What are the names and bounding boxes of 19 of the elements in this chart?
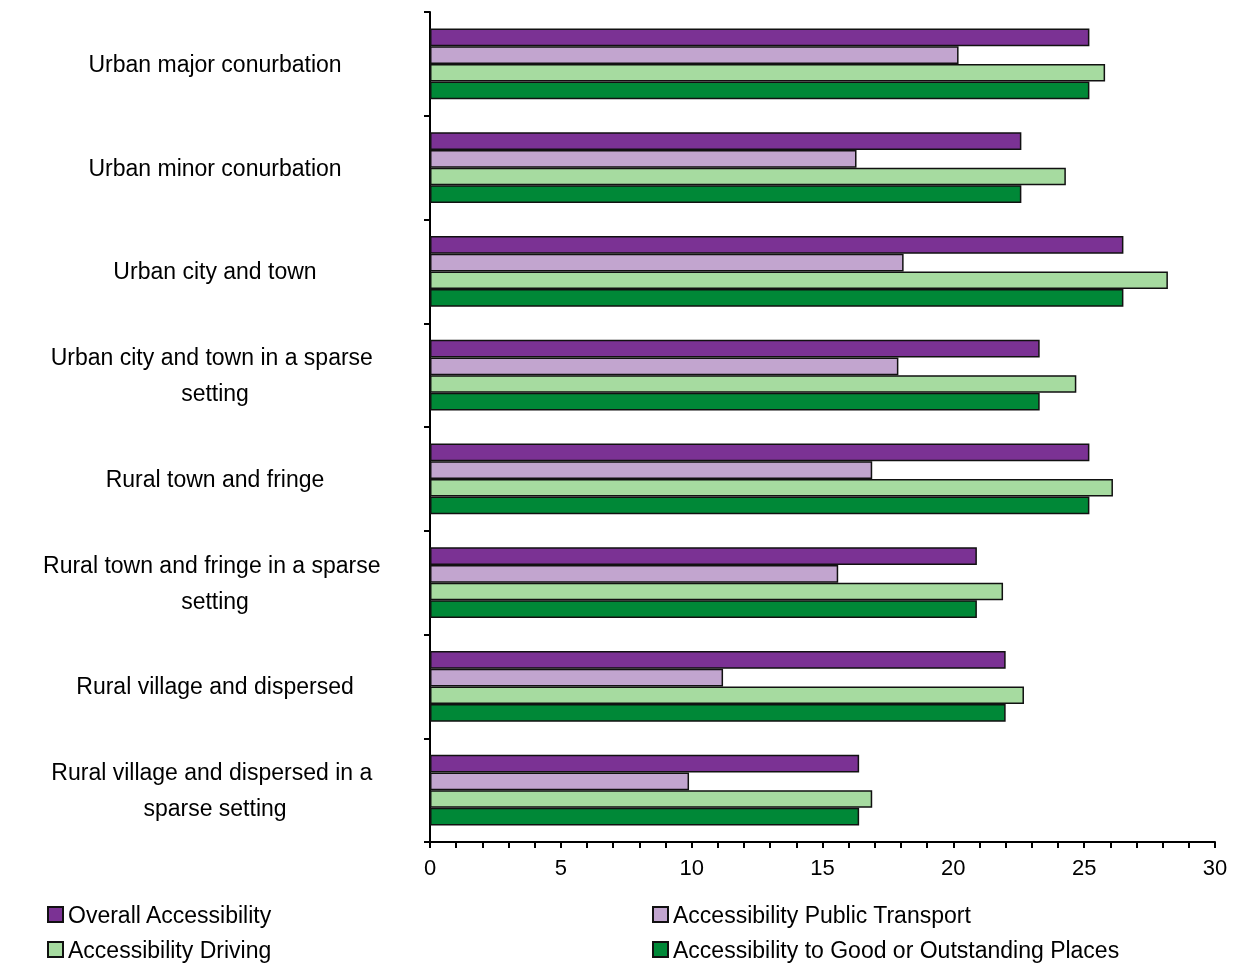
y-tick-label: Rural village and dispersed in a sparse setting: [51, 759, 379, 822]
y-tick-label: Urban minor conurbation: [88, 154, 342, 181]
x-tick-label: 5: [554, 854, 567, 880]
legend-label: Accessibility Driving: [68, 936, 272, 963]
x-tick-label: 25: [1071, 854, 1097, 880]
legend-label: Overall Accessibility: [68, 901, 272, 928]
x-tick-label: 15: [810, 854, 835, 880]
x-tick-label: 30: [1202, 854, 1228, 880]
legend-label: Accessibility to Good or Outstanding Places: [673, 936, 1120, 963]
x-tick-label: 0: [423, 854, 437, 880]
y-tick-label: Rural village and dispersed: [76, 673, 354, 700]
x-tick-label: 20: [941, 854, 966, 880]
y-tick-label: Rural town and fringe: [105, 465, 325, 492]
y-tick-label: Urban major conurbation: [88, 50, 342, 77]
legend-label: Accessibility Public Transport: [673, 901, 972, 928]
y-tick-label: Urban city and town in a sparse setting: [50, 344, 380, 407]
x-tick-label: 10: [679, 854, 704, 880]
y-tick-label: Rural town and fringe in a sparse setting: [43, 551, 387, 614]
y-tick-label: Urban city and town: [113, 258, 317, 285]
